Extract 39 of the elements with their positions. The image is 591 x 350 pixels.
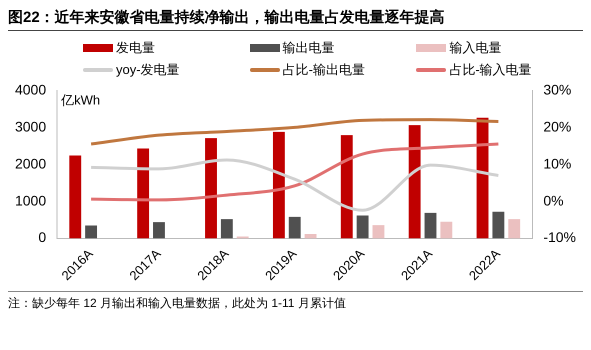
y-tick-label: 1000 <box>14 192 46 208</box>
bar <box>85 225 98 238</box>
legend-label: yoy-发电量 <box>116 61 180 79</box>
legend-label: 占比-输出电量 <box>282 61 365 79</box>
bar <box>220 219 233 238</box>
bar <box>508 219 520 238</box>
legend-label: 发电量 <box>116 39 155 57</box>
bar <box>272 132 285 238</box>
bar <box>288 216 301 238</box>
y2-tick-label: 0% <box>543 192 564 208</box>
line-series <box>90 118 500 146</box>
bar <box>476 118 488 238</box>
legend-label: 输出电量 <box>282 39 335 57</box>
bar <box>304 234 317 238</box>
y-axis-title: 亿kWh <box>60 92 100 108</box>
y2-tick-label: 30% <box>543 81 572 98</box>
bar <box>372 225 384 238</box>
legend-label: 占比-输入电量 <box>449 61 532 79</box>
bar <box>69 156 82 238</box>
y-tick-label: 2000 <box>14 155 46 172</box>
y-tick-label: 0 <box>38 229 46 246</box>
y-tick-label: 3000 <box>14 118 46 134</box>
line-series <box>90 158 500 212</box>
bar <box>440 222 452 238</box>
bar <box>340 135 353 238</box>
y2-tick-label: 10% <box>543 155 572 172</box>
y2-tick-label: -10% <box>543 229 576 246</box>
y-tick-label: 4000 <box>14 81 46 98</box>
bar <box>153 222 165 238</box>
bar <box>356 215 369 238</box>
bar <box>205 138 217 238</box>
text: 注：缺少每年 12 月输出和输入电量数据，此处为 1-11 月累计值 <box>8 295 347 312</box>
line-series <box>90 142 500 202</box>
chart-title: 图22：近年来安徽省电量持续净输出，输出电量占发电量逐年提高 <box>8 8 583 31</box>
bar <box>408 125 421 238</box>
bar <box>424 212 436 238</box>
bar <box>492 212 504 238</box>
legend-label: 输入电量 <box>449 39 502 57</box>
y2-tick-label: 20% <box>543 118 572 134</box>
